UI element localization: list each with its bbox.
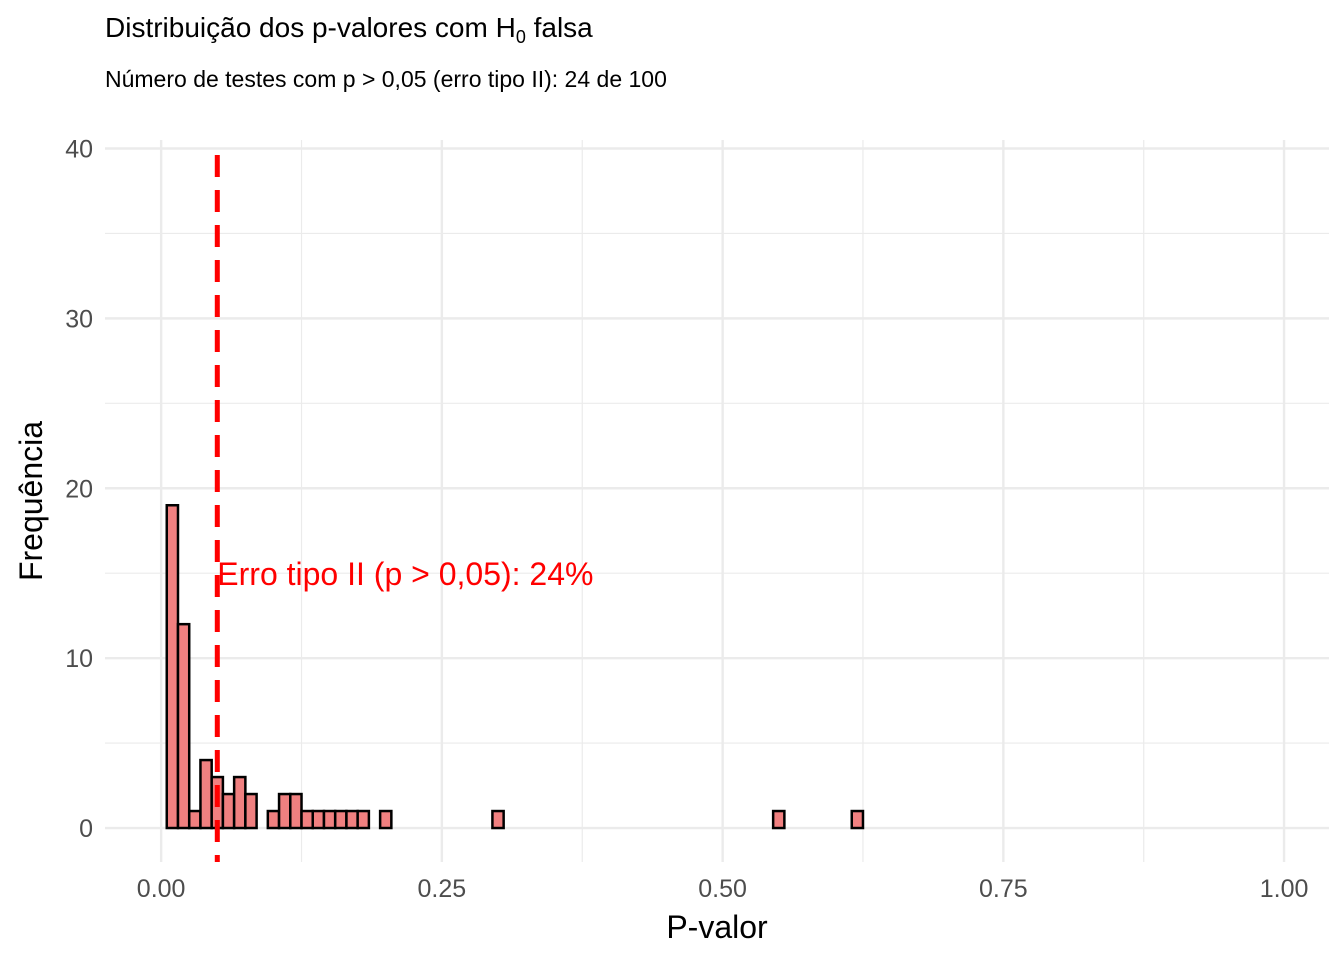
y-tick-label: 40 <box>65 135 93 163</box>
x-axis-title: P-valor <box>666 909 768 945</box>
x-tick-label: 1.00 <box>1260 875 1309 903</box>
histogram-bar <box>289 792 303 830</box>
histogram-bar <box>322 809 337 830</box>
histogram-bar <box>771 809 786 830</box>
x-tick-label: 0.50 <box>698 875 747 903</box>
histogram-bar <box>300 809 314 830</box>
text-layer: 0 10 20 30 40 0.00 0.25 0.50 0.75 1.00 Erro tipo I… <box>13 135 1308 945</box>
histogram-bar <box>491 809 505 830</box>
chart-title-subscript: 0 <box>515 27 526 47</box>
histogram-bar <box>378 809 393 830</box>
histogram-bar <box>345 809 359 830</box>
bar-layer <box>165 503 865 830</box>
chart-subtitle: Número de testes com p > 0,05 (erro tipo… <box>105 66 667 92</box>
chart-title-text: Distribuição dos p-valores com H <box>105 12 516 43</box>
histogram-bar <box>176 622 191 830</box>
histogram-bar <box>187 809 202 830</box>
y-tick-label: 10 <box>65 645 93 673</box>
histogram-bar <box>266 809 281 830</box>
histogram-bar <box>311 809 326 830</box>
histogram-bar <box>221 792 236 830</box>
histogram-bar <box>165 503 180 830</box>
grid-layer <box>105 140 1329 862</box>
y-tick-label: 30 <box>65 305 93 333</box>
x-tick-label: 0.25 <box>418 875 467 903</box>
annotation-label: Erro tipo II (p > 0,05): 24% <box>217 556 593 592</box>
histogram-bar <box>850 809 865 830</box>
histogram-bar <box>277 792 292 830</box>
histogram-bar <box>333 809 348 830</box>
histogram-bar <box>356 809 371 830</box>
chart-title: Distribuição dos p-valores com H0 falsa <box>105 12 593 48</box>
histogram-bar <box>232 775 247 830</box>
y-tick-label: 20 <box>65 475 93 503</box>
histogram-bar <box>244 792 258 830</box>
x-tick-label: 0.75 <box>979 875 1028 903</box>
chart-title-end: falsa <box>525 12 593 43</box>
histogram-bar <box>199 758 213 830</box>
y-axis-title: Frequência <box>13 421 49 581</box>
x-tick-label: 0.00 <box>137 875 186 903</box>
y-tick-label: 0 <box>79 815 93 843</box>
